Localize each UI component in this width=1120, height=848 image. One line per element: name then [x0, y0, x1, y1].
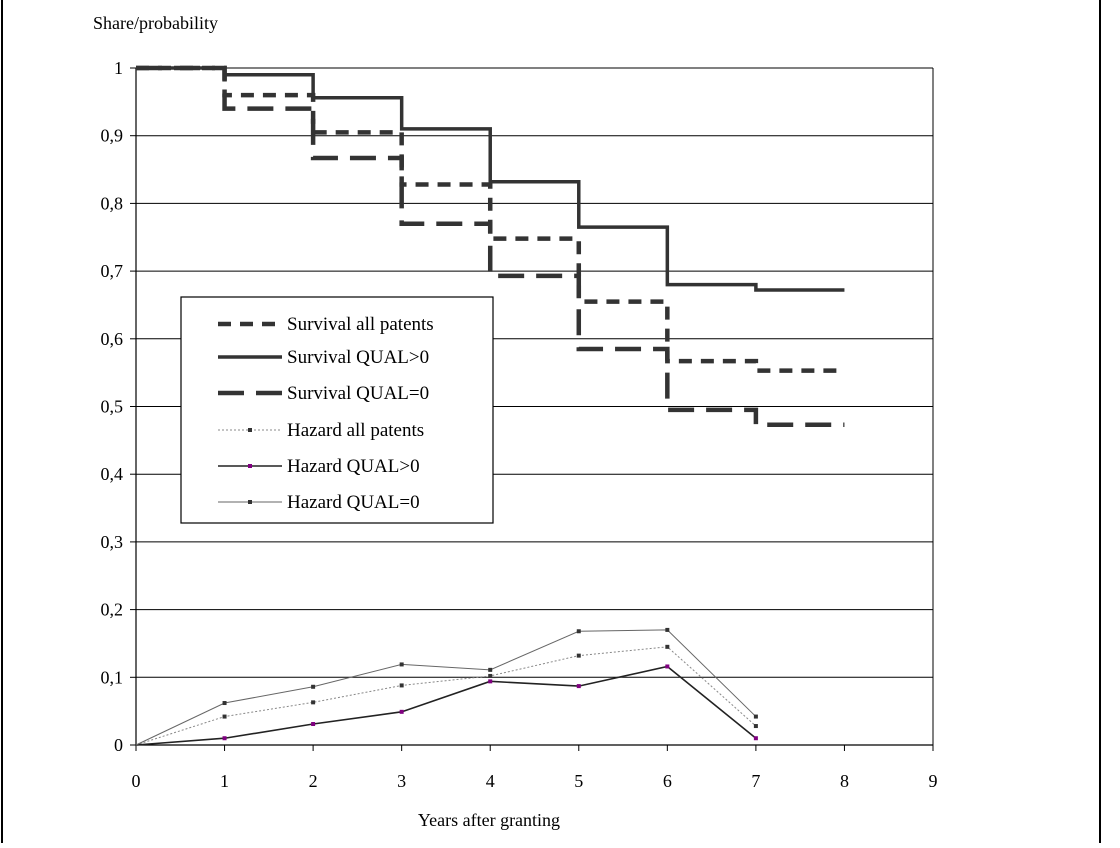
y-tick-label: 0,7: [101, 261, 124, 281]
x-axis-title: Years after granting: [418, 810, 560, 830]
y-tick-label: 0,8: [101, 193, 124, 213]
tick-labels: 0 0,1 0,2 0,3 0,4 0,5 0,6 0,7 0,8 0,9 1 0 1 2 3 4 5 6 7 8 9: [101, 58, 938, 791]
data-point: [753, 736, 758, 741]
x-tick-label: 2: [309, 771, 318, 791]
x-tick-label: 8: [840, 771, 849, 791]
x-tick-label: 7: [751, 771, 760, 791]
y-tick-label: 0,2: [101, 600, 124, 620]
data-point: [399, 662, 404, 667]
legend-label: Survival QUAL=0: [287, 383, 429, 404]
y-axis-title: Share/probability: [93, 13, 218, 33]
data-point: [311, 722, 316, 727]
data-point: [222, 736, 227, 741]
x-tick-label: 1: [220, 771, 229, 791]
series-line-5: [135, 665, 757, 746]
data-point: [311, 684, 316, 689]
y-tick-label: 0,9: [101, 126, 124, 146]
x-tick-label: 6: [663, 771, 672, 791]
data-point: [665, 664, 670, 669]
legend-label: Hazard QUAL=0: [287, 492, 420, 513]
legend-label: Hazard QUAL>0: [287, 456, 420, 477]
data-point: [576, 653, 581, 658]
series-line-2: [136, 66, 845, 292]
data-point: [665, 644, 670, 649]
x-tick-label: 0: [132, 771, 141, 791]
legend-label: Survival all patents: [287, 314, 434, 335]
plot-series: [135, 65, 845, 746]
series-line-4: [135, 646, 757, 746]
y-tick-label: 0,6: [101, 329, 124, 349]
y-tick-label: 1: [114, 58, 123, 78]
series-line-6: [135, 629, 757, 746]
legend-label: Hazard all patents: [287, 420, 424, 441]
y-tick-label: 0,3: [101, 532, 124, 552]
data-point: [665, 627, 670, 632]
data-point: [222, 714, 227, 719]
legend-label: Survival QUAL>0: [287, 347, 429, 368]
y-tick-label: 0: [114, 735, 123, 755]
data-point: [576, 684, 581, 689]
y-tick-label: 0,1: [101, 667, 124, 687]
legend-marker: [248, 464, 252, 468]
x-tick-label: 9: [929, 771, 938, 791]
data-point: [222, 701, 227, 706]
data-point: [399, 709, 404, 714]
data-point: [576, 629, 581, 634]
x-tick-label: 5: [574, 771, 583, 791]
legend: Survival all patents Survival QUAL>0 Survi…: [180, 296, 494, 524]
legend-marker: [248, 428, 252, 432]
data-point: [488, 673, 493, 678]
y-tick-label: 0,4: [101, 464, 124, 484]
y-tick-label: 0,5: [101, 397, 124, 417]
data-point: [753, 724, 758, 729]
data-point: [753, 714, 758, 719]
axes: [130, 67, 934, 751]
data-point: [488, 679, 493, 684]
x-tick-label: 3: [397, 771, 406, 791]
x-tick-label: 4: [486, 771, 495, 791]
legend-marker: [248, 500, 252, 504]
legend-box: [180, 296, 494, 524]
data-point: [399, 683, 404, 688]
series-line-3: [136, 65, 845, 428]
data-point: [488, 667, 493, 672]
data-point: [311, 700, 316, 705]
series-line-1: [136, 65, 845, 373]
